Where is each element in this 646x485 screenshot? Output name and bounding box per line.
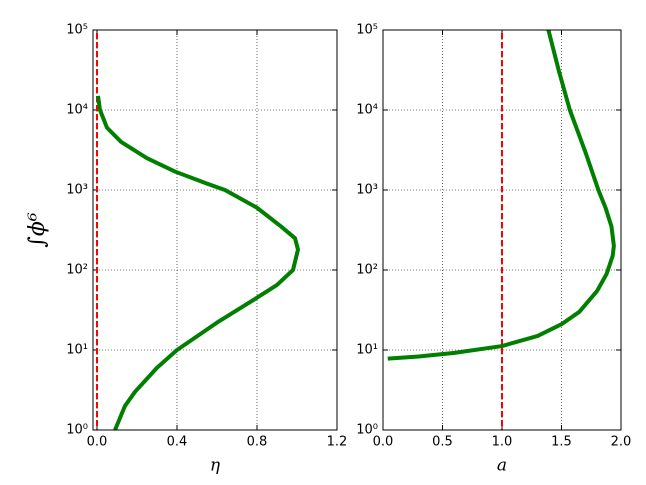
x-tick-label: 2.0: [611, 435, 632, 450]
data-line: [96, 95, 300, 431]
x-tick-label: 0.5: [432, 435, 453, 450]
y-axis-label: ∫ϕ⁶: [25, 212, 50, 247]
x-axis-label: η: [210, 456, 221, 476]
y-tick-label: 10⁴: [66, 103, 88, 118]
y-tick-label: 10¹: [66, 343, 88, 358]
x-tick-label: 1.0: [492, 435, 513, 450]
y-tick-label: 10⁰: [356, 423, 378, 438]
x-tick-label: 0.4: [167, 435, 188, 450]
y-tick-label: 10⁵: [66, 23, 88, 38]
x-tick-label: 0.0: [87, 435, 108, 450]
x-axis-label: a: [497, 456, 507, 476]
axes-frame: [382, 29, 622, 431]
y-tick-label: 10⁵: [356, 23, 378, 38]
axes-frame: [92, 29, 338, 431]
y-tick-label: 10³: [356, 183, 378, 198]
x-tick-label: 0.0: [373, 435, 394, 450]
y-tick-label: 10²: [66, 263, 88, 278]
x-tick-label: 1.5: [551, 435, 572, 450]
data-line: [387, 29, 616, 361]
x-tick-label: 1.2: [327, 435, 348, 450]
x-tick-label: 0.8: [247, 435, 268, 450]
y-tick-label: 10³: [66, 183, 88, 198]
y-tick-label: 10⁰: [66, 423, 88, 438]
y-tick-label: 10¹: [356, 343, 378, 358]
y-tick-label: 10⁴: [356, 103, 378, 118]
y-tick-label: 10²: [356, 263, 378, 278]
